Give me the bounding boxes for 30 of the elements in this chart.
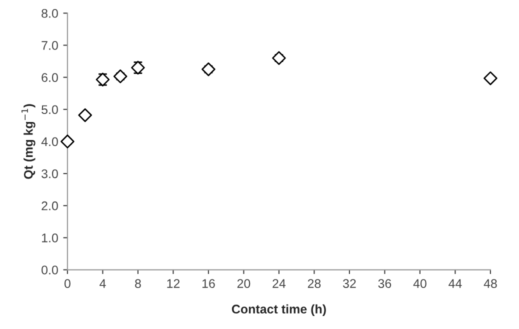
y-tick-label: 6.0 [42,73,58,82]
x-tick-label: 20 [237,279,250,288]
y-tick-label: 4.0 [41,137,58,146]
point [60,134,74,148]
point [484,71,498,86]
y-tick-label: 5.0 [42,105,58,114]
x-tick-label: 28 [308,279,321,288]
x-tick-label: 48 [484,279,497,288]
point [272,51,286,65]
x-tick-label: 32 [342,279,356,288]
point [113,69,128,84]
y-tick-label: 3.0 [42,169,58,178]
x-tick-label: 8 [135,279,141,288]
point [202,62,216,76]
y-tick-label: 0.0 [42,266,58,274]
y-tick-label: 7.0 [42,41,58,50]
x-tick-label: 44 [448,279,462,288]
x-tick-label: 4 [100,279,106,288]
x-tick-label: 0 [64,279,70,288]
y-tick-label: 1.0 [42,234,58,242]
x-axis-title: Contact time (h) [232,304,326,316]
x-tick-label: 12 [167,279,180,288]
y-tick-label: 8.0 [42,8,58,18]
y-axis-title: Qt (mg kg$^{−1}$) [22,104,36,179]
x-tick-label: 24 [272,279,286,288]
x-tick-label: 36 [378,279,392,288]
y-tick-label: 2.0 [42,201,58,210]
point [78,108,92,122]
x-tick-label: 40 [413,279,426,288]
x-tick-label: 16 [202,279,215,288]
